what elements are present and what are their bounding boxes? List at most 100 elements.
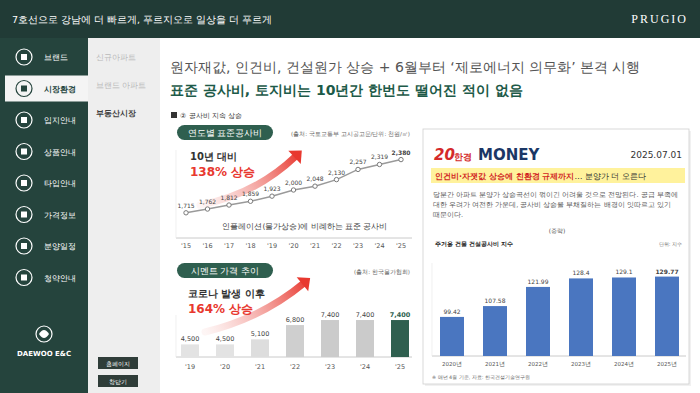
x-tick-label: '17 <box>224 242 234 250</box>
bar <box>526 287 550 356</box>
x-tick-label: '20 <box>220 363 230 371</box>
article-logo-title: MONEY <box>478 146 540 164</box>
data-label: 1,762 <box>199 198 216 205</box>
subnav <box>88 38 160 393</box>
x-tick-label: '19 <box>185 363 195 371</box>
data-label: 1,859 <box>242 190 259 197</box>
nav-icon-glyph <box>21 243 27 249</box>
nav-item[interactable]: 상품안내 <box>16 144 76 160</box>
line <box>186 160 401 213</box>
data-label: 107.58 <box>485 297 506 304</box>
nav-label: 청약안내 <box>44 274 76 283</box>
subnav-item[interactable]: 부동산시장 <box>96 109 136 118</box>
x-tick-label: '25 <box>396 242 406 250</box>
x-tick-label: '19 <box>267 242 277 250</box>
subnav-button[interactable] <box>98 375 138 387</box>
tagline: 7호선으로 강남에 더 빠르게, 푸르지오로 일상을 더 푸르게 <box>12 14 272 25</box>
nav-item[interactable]: 시장환경 <box>5 76 88 102</box>
subnav-button-label[interactable]: 홈페이지 <box>106 360 130 367</box>
x-tick-label: '20 <box>288 242 298 250</box>
chart-title: 연도별 표준공사비 <box>188 128 263 138</box>
annotation: ※ 매년 4월 기준, 자료: 한국건설기술연구원 <box>432 375 530 380</box>
data-label: 4,500 <box>216 335 235 343</box>
nav-icon <box>16 49 32 65</box>
chart-title: 주거용 건물 건설공사비 지수 <box>435 240 513 247</box>
bar <box>391 320 409 357</box>
point <box>205 207 209 211</box>
nav-icon <box>16 81 32 97</box>
sidebar <box>0 38 88 393</box>
company-logo <box>36 326 52 342</box>
chart-source: (출처: 한국물가협회) <box>354 269 410 275</box>
data-label: 2,048 <box>306 175 323 182</box>
data-label: 128.4 <box>572 269 589 276</box>
data-label: 2,257 <box>349 158 366 165</box>
subnav-item[interactable]: 신규아파트 <box>96 53 136 62</box>
annotation: 138% 상승 <box>190 165 255 179</box>
bar <box>251 339 269 357</box>
nav-icon-glyph <box>21 86 27 92</box>
x-tick-label: '21 <box>255 363 265 371</box>
y-axis <box>176 315 177 357</box>
nav-label: 입지안내 <box>44 116 76 125</box>
nav-icon-glyph <box>21 275 27 281</box>
top-band <box>0 0 700 38</box>
article-headline-part: … 분양가 더 오른다 <box>574 172 646 181</box>
section-label: ② 공사비 지속 상승 <box>180 112 242 120</box>
point <box>356 167 360 171</box>
data-label: 7,400 <box>321 311 340 319</box>
x-tick-label: 2023년 <box>571 361 591 367</box>
subnav-item[interactable]: 브랜드 아파트 <box>96 81 146 90</box>
nav-item[interactable]: 분양일정 <box>16 238 76 254</box>
marks <box>440 277 679 356</box>
nav-label: 분양일정 <box>44 242 76 251</box>
y-axis <box>432 263 433 356</box>
x-tick-label: '16 <box>202 242 212 250</box>
data-label: 4,500 <box>181 335 200 343</box>
chart-title: 시멘트 가격 추이 <box>191 266 259 276</box>
nav-item[interactable]: 가격정보 <box>16 207 76 223</box>
point <box>399 157 403 161</box>
x-axis <box>176 238 412 239</box>
arrow-head <box>288 150 301 163</box>
article-box <box>423 129 689 384</box>
nav-active-bg <box>5 76 88 102</box>
x-tick-label: 2024년 <box>614 361 634 367</box>
article-logo-brand: 한경 <box>454 152 472 162</box>
subnav-button[interactable] <box>98 357 138 369</box>
nav-item[interactable]: 브랜드 <box>16 49 68 65</box>
headline: 원자재값, 인건비, 건설원가 상승 + 6월부터 ‘제로에너지 의무화’ 본격… <box>170 59 641 75</box>
data-label: 1,812 <box>220 194 237 201</box>
nav-icon-glyph <box>21 212 27 218</box>
y-axis <box>176 150 177 238</box>
bar <box>181 344 199 357</box>
data-label: 121.99 <box>528 278 549 285</box>
point <box>334 177 338 181</box>
nav-item[interactable]: 입지안내 <box>16 112 76 128</box>
x-tick-label: 2022년 <box>528 361 548 367</box>
nav-item[interactable]: 타입안내 <box>16 175 76 191</box>
arrow-head <box>297 277 310 291</box>
nav-icon-glyph <box>21 54 27 60</box>
nav-icon <box>16 175 32 191</box>
chart: 주거용 건물 건설공사비 지수단위: 지수 <box>432 240 686 356</box>
data-label: 1,715 <box>177 202 194 209</box>
page: 7호선으로 강남에 더 빠르게, 푸르지오로 일상을 더 푸르게PRUGIO브랜… <box>0 0 700 393</box>
point <box>227 203 231 207</box>
data-label: 2,000 <box>285 179 302 186</box>
bar <box>440 317 464 356</box>
bar <box>321 320 339 357</box>
subnav-button-label[interactable]: 창닫기 <box>109 378 127 385</box>
point <box>184 211 188 215</box>
nav-icon-glyph <box>21 149 27 155</box>
x-axis <box>432 356 686 357</box>
article-ellipsis: (중략) <box>549 227 566 234</box>
nav-label: 브랜드 <box>44 53 68 62</box>
article-body-line: 대한 우려가 여전한 가운데, 공사비 상승을 부채질하는 배경이 잇따르고 있… <box>433 201 671 209</box>
x-tick-label: 2025년 <box>657 361 677 367</box>
nav-icon <box>16 238 32 254</box>
nav-item[interactable]: 청약안내 <box>16 270 76 286</box>
bar <box>612 277 636 356</box>
data-label: 2,130 <box>328 169 345 176</box>
nav-icon-glyph <box>21 180 27 186</box>
